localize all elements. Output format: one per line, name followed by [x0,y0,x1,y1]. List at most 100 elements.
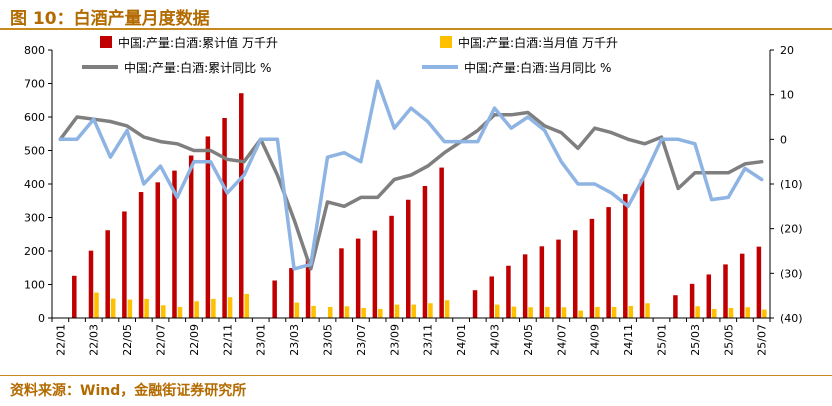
bar-cumulative [389,215,394,318]
bar-cumulative [305,259,311,318]
bar-monthly [311,305,316,318]
bar-monthly [411,304,417,318]
left-tick-label: 100 [24,279,45,292]
title-rule [0,28,832,30]
bar-monthly [444,300,450,318]
x-tick-label: 24/11 [622,324,635,356]
x-tick-label: 23/07 [355,324,368,356]
right-tick-label: (40) [780,312,803,325]
x-tick-label: 25/03 [689,324,702,356]
bar-cumulative [689,283,695,318]
bar-cumulative [355,238,361,318]
bar-monthly [745,307,750,318]
left-tick-label: 200 [24,245,45,258]
bar-cumulative [105,230,110,318]
bar-cumulative [138,192,144,318]
x-tick-label: 22/05 [121,324,134,356]
bar-monthly [645,303,650,318]
bar-monthly [712,308,717,318]
x-tick-label: 22/09 [188,324,201,356]
bar-monthly [545,306,550,318]
bar-cumulative [88,250,94,318]
bar-cumulative [556,239,561,318]
x-tick-label: 23/05 [322,324,335,356]
bar-cumulative [589,218,595,318]
bar-cumulative [155,182,161,318]
bar-cumulative [756,246,762,318]
bar-cumulative [673,295,678,318]
right-tick-label: (10) [780,178,803,191]
x-tick-label: 23/01 [255,324,268,356]
bar-cumulative [572,230,578,318]
bar-monthly [511,306,517,318]
legend-label: 中国:产量:白酒:累计值 万千升 [118,35,278,50]
bar-cumulative [205,136,211,318]
left-tick-label: 500 [24,145,45,158]
bar-cumulative [405,199,411,318]
x-tick-label: 25/05 [722,324,735,356]
source-rule [0,375,832,376]
bar-cumulative [422,186,428,318]
left-tick-label: 700 [24,78,45,91]
right-tick-label: (30) [780,267,803,280]
x-tick-label: 25/07 [756,324,769,356]
bar-cumulative [506,265,511,318]
bar-cumulative [222,118,227,318]
bar-cumulative [489,276,494,318]
bar-monthly [611,306,617,318]
bar-monthly [378,308,383,318]
source-note: 资料来源：Wind，金融街证券研究所 [10,383,247,399]
bar-monthly [728,307,734,318]
line-monthly-yoy [58,79,764,271]
bar-monthly [161,305,166,318]
figure-title: 图 10：白酒产量月度数据 [10,9,210,29]
line-cumulative-yoy [58,110,764,271]
legend-label: 中国:产量:白酒:当月值 万千升 [458,35,618,50]
bar-monthly [144,298,149,318]
x-tick-label: 24/07 [555,324,568,356]
bar-monthly [344,306,350,318]
bar-cumulative [239,93,244,318]
bar-cumulative [72,275,77,318]
bar-monthly [528,307,533,318]
bar-monthly [94,292,99,318]
bar-cumulative [522,254,528,318]
left-tick-label: 0 [38,312,45,325]
x-tick-label: 25/01 [655,324,668,356]
left-tick-label: 800 [24,44,45,57]
left-tick-label: 400 [24,178,45,191]
bar-monthly [127,299,133,318]
bar-monthly [361,307,366,318]
bar-monthly [428,303,433,318]
bar-cumulative [539,246,545,318]
bar-monthly [695,306,700,318]
legend-label: 中国:产量:白酒:累计同比 % [124,60,271,75]
bar-monthly [194,301,199,318]
legend-label: 中国:产量:白酒:当月同比 % [464,60,611,75]
x-tick-label: 23/11 [422,324,435,356]
x-tick-label: 22/03 [88,324,101,356]
right-tick-label: 20 [780,44,794,57]
bar-cumulative [339,248,344,318]
left-tick-label: 600 [24,111,45,124]
bar-cumulative [439,167,444,318]
bar-monthly [561,307,567,318]
x-tick-label: 24/09 [589,324,602,356]
legend-swatch [440,36,452,48]
bar-monthly [595,306,600,318]
bar-cumulative [723,264,728,318]
bar-monthly [628,305,634,318]
left-tick-label: 300 [24,212,45,225]
bar-cumulative [289,268,294,318]
bar-monthly [394,304,400,318]
bar-monthly [762,309,767,318]
x-tick-label: 23/09 [388,324,401,356]
bar-cumulative [272,280,277,318]
bar-monthly [328,306,333,318]
bar-cumulative [372,230,378,318]
right-tick-label: 0 [780,133,787,146]
bar-cumulative [639,179,645,318]
bar-cumulative [739,253,745,318]
x-tick-label: 24/01 [455,324,468,356]
